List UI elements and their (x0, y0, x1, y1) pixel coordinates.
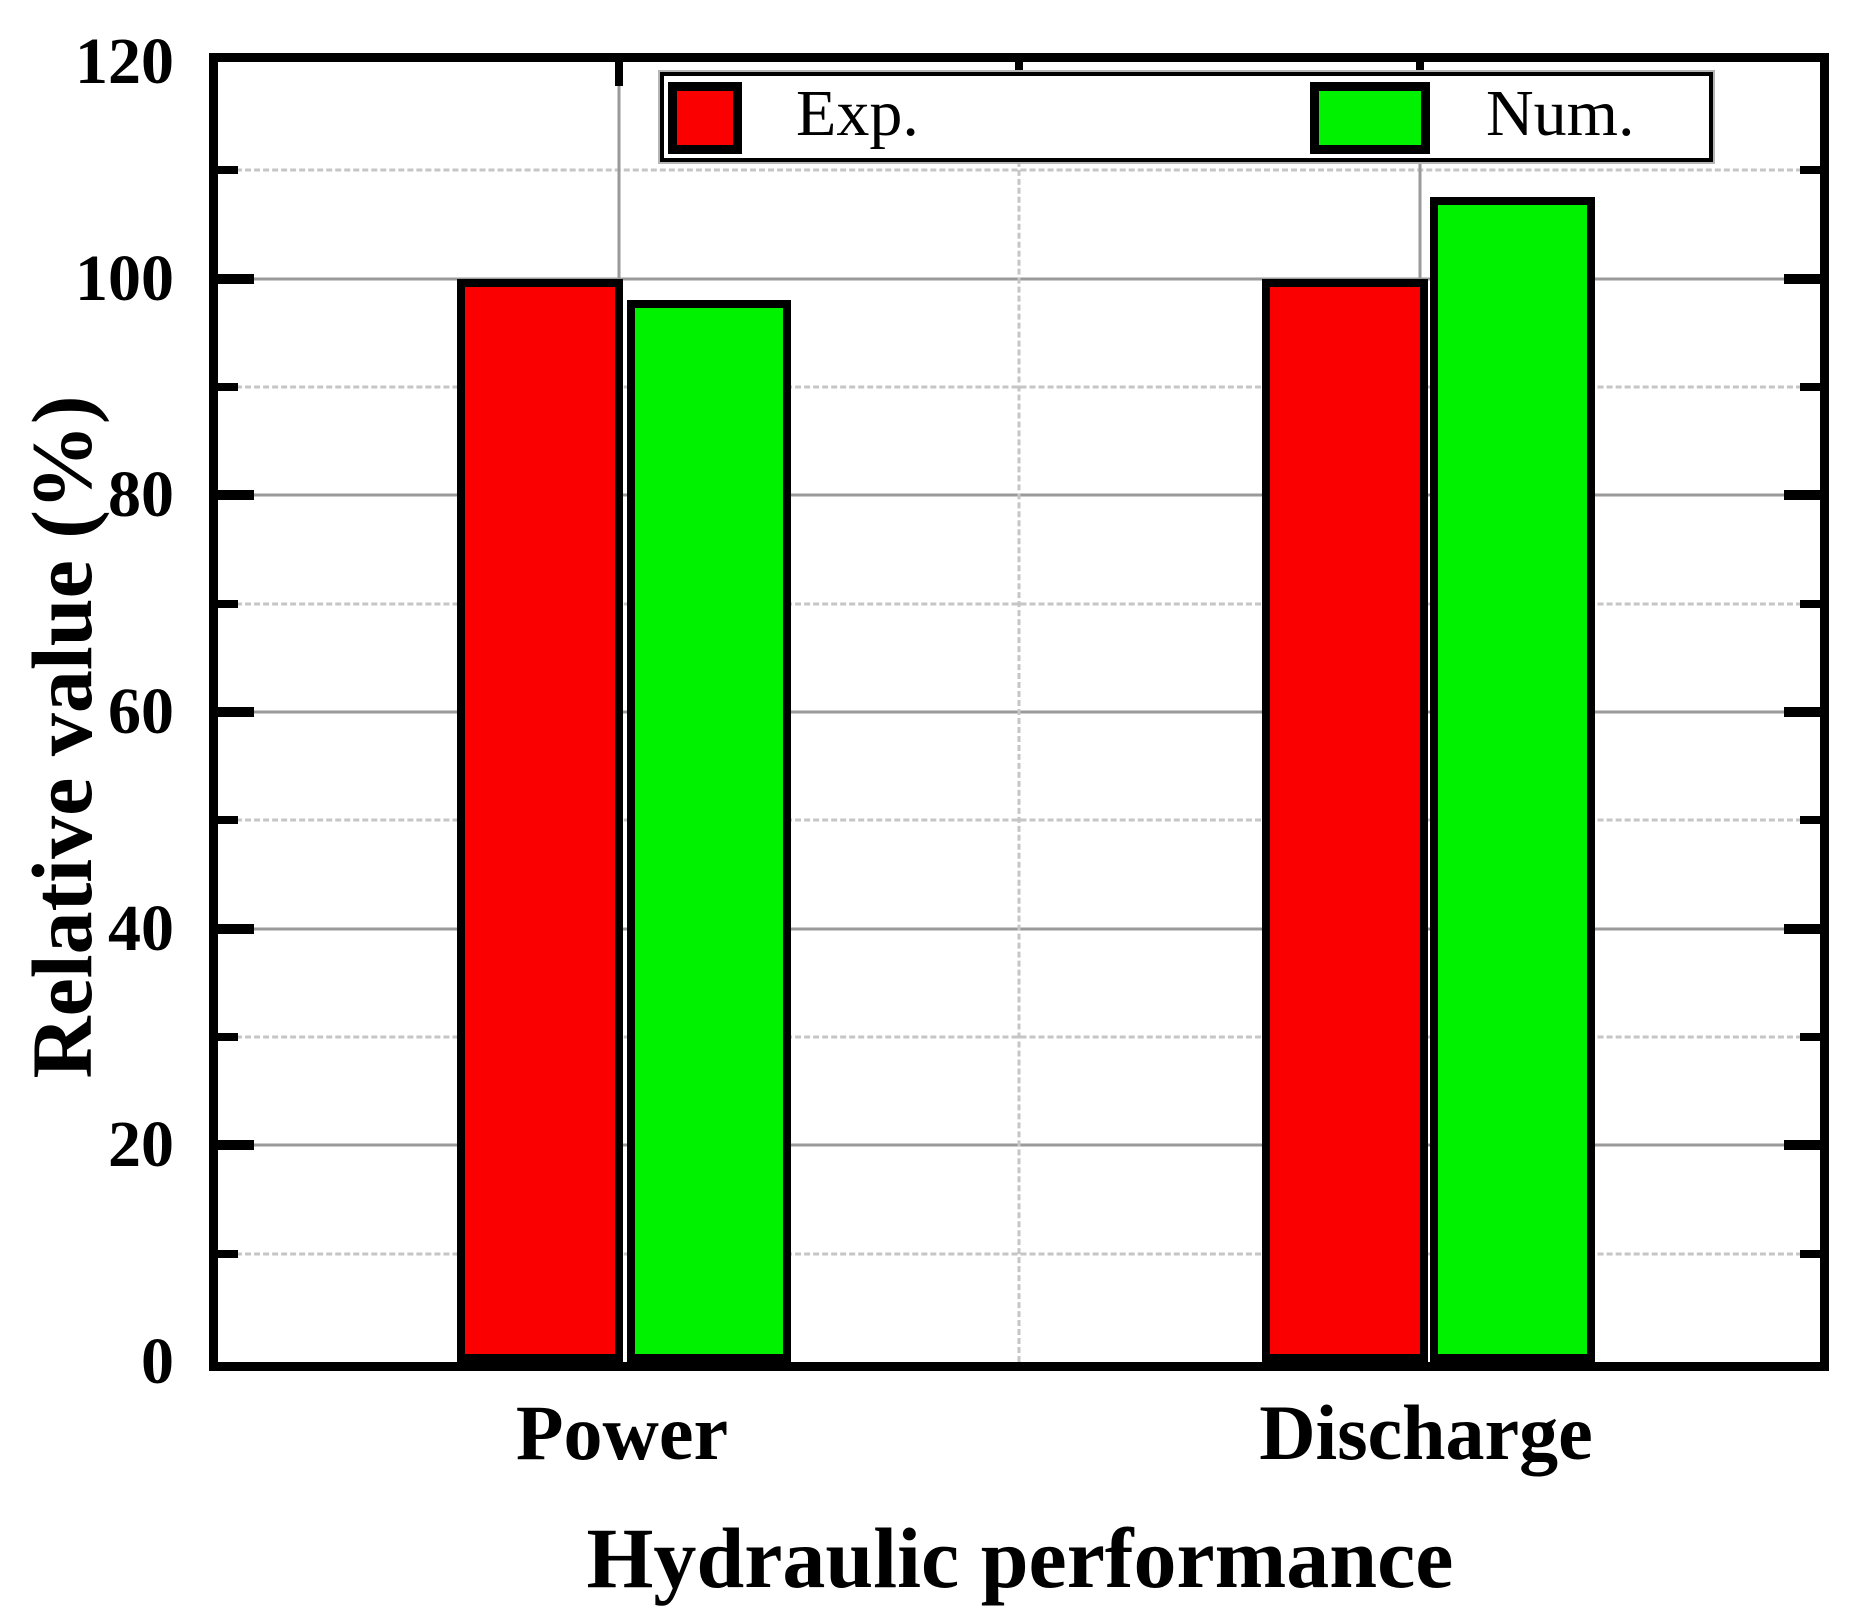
y-minor-tick-right (1800, 383, 1820, 391)
bar-power-num (627, 300, 791, 1362)
y-major-tick-left (218, 490, 254, 501)
y-minor-tick-left (218, 1033, 238, 1041)
y-tick-label: 40 (108, 891, 174, 965)
y-tick-label: 80 (108, 458, 174, 532)
y-major-tick-left (218, 923, 254, 934)
legend-swatch-exp (668, 82, 742, 154)
bar-discharge-num (1430, 197, 1595, 1362)
legend-label-exp: Exp. (796, 76, 919, 150)
mid-gridline (1017, 62, 1021, 1362)
y-minor-tick-left (218, 383, 238, 391)
y-tick-label: 100 (75, 241, 174, 315)
y-minor-tick-left (218, 166, 238, 175)
bar-discharge-exp (1262, 278, 1428, 1362)
y-minor-tick-right (1800, 1249, 1820, 1258)
y-minor-tick-right (1800, 599, 1820, 608)
plot-area: Exp. Num. (209, 53, 1829, 1371)
legend-label-num: Num. (1486, 76, 1635, 150)
y-tick-label: 20 (108, 1108, 174, 1182)
y-major-tick-left (218, 707, 254, 717)
legend-swatch-num (1310, 82, 1430, 154)
y-minor-tick-left (218, 599, 238, 608)
y-major-tick-right (1784, 273, 1820, 284)
legend: Exp. Num. (658, 70, 1715, 164)
y-tick-label: 60 (108, 675, 174, 748)
category-label-power: Power (515, 1389, 729, 1476)
y-major-tick-right (1784, 490, 1820, 501)
bar-power-exp (457, 278, 623, 1362)
y-major-tick-left (218, 273, 254, 284)
y-major-tick-right (1784, 707, 1820, 717)
y-major-tick-right (1784, 923, 1820, 934)
y-minor-tick-right (1800, 166, 1820, 175)
x-axis-title: Hydraulic performance (586, 1510, 1454, 1606)
y-tick-labels: 0 20 40 60 80 100 120 (0, 29, 196, 1395)
y-minor-tick-left (218, 816, 238, 825)
y-tick-label: 120 (75, 25, 174, 98)
y-major-tick-right (1784, 1140, 1820, 1151)
y-minor-tick-right (1800, 816, 1820, 825)
y-minor-tick-left (218, 1249, 238, 1258)
y-minor-tick-right (1800, 1033, 1820, 1041)
x-top-tick (614, 62, 623, 86)
y-major-tick-left (218, 1140, 254, 1151)
category-label-discharge: Discharge (1259, 1389, 1593, 1476)
y-tick-label: 0 (141, 1325, 174, 1398)
